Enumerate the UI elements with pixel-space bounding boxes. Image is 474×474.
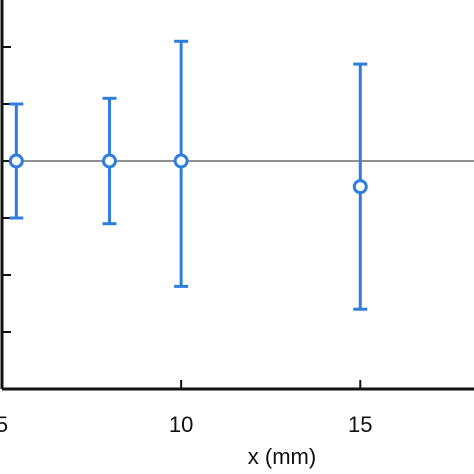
x-axis-title: x (mm) <box>248 444 316 469</box>
tick-labels: 5 10 15 <box>0 412 373 437</box>
data-point <box>173 153 189 169</box>
error-bars <box>9 39 368 311</box>
data-point <box>101 153 117 169</box>
data-point <box>8 153 24 169</box>
data-points <box>8 153 368 195</box>
x-tick-label: 10 <box>169 412 193 437</box>
x-tick-label: 15 <box>348 412 372 437</box>
axes <box>0 0 474 391</box>
x-tick-label: 5 <box>0 412 8 437</box>
data-point <box>352 179 368 195</box>
